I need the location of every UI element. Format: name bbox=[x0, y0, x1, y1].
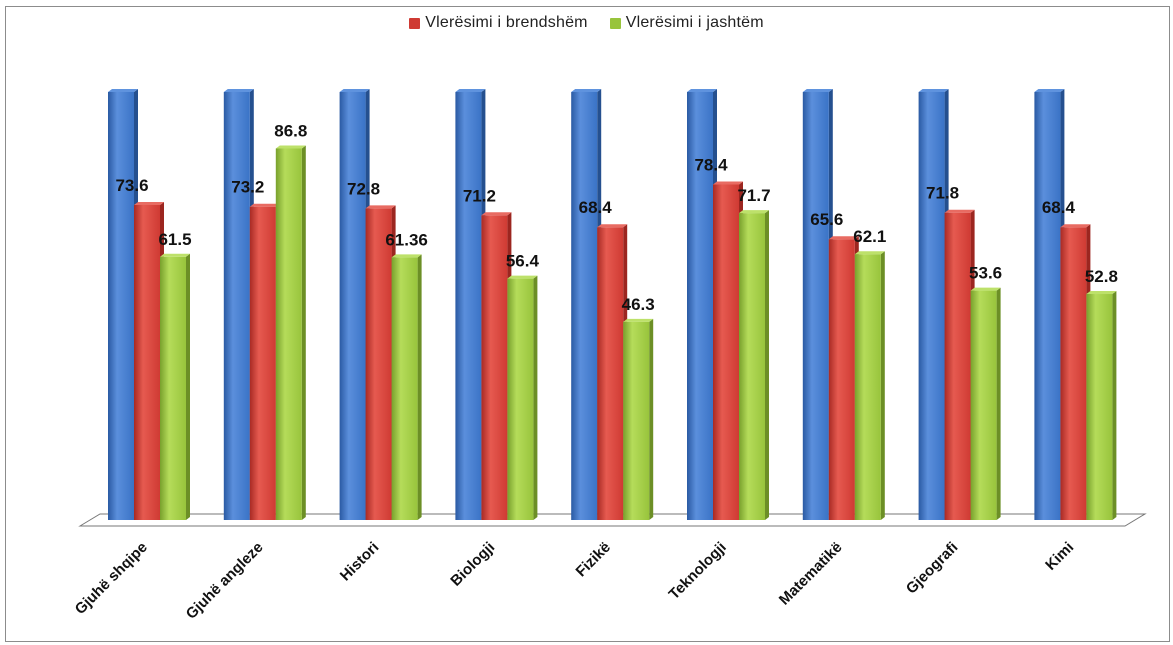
data-label-series-internal-8: 68.4 bbox=[1042, 198, 1076, 217]
bar-series-external-0 bbox=[160, 253, 190, 520]
data-label-series-internal-0: 73.6 bbox=[115, 176, 148, 195]
legend-swatch-internal bbox=[409, 17, 421, 29]
data-label-series-external-3: 56.4 bbox=[506, 252, 540, 271]
bar-series-external-3 bbox=[507, 275, 538, 520]
bar-series-base-0 bbox=[108, 89, 138, 520]
bar-series-base-2 bbox=[339, 89, 370, 520]
bar-series-base-7 bbox=[918, 89, 949, 520]
data-label-series-external-5: 71.7 bbox=[737, 186, 770, 205]
bar-series-external-8 bbox=[1086, 291, 1117, 520]
data-label-series-internal-2: 72.8 bbox=[347, 179, 380, 198]
data-label-series-internal-4: 68.4 bbox=[579, 198, 613, 217]
category-label-8: Kimi bbox=[1042, 539, 1077, 574]
bar-series-external-2 bbox=[391, 254, 422, 520]
data-label-series-external-1: 86.8 bbox=[274, 121, 307, 140]
legend: Vlerësimi i brendshëm Vlerësimi i jashtë… bbox=[0, 14, 1173, 32]
legend-swatch-external bbox=[609, 17, 621, 29]
category-label-2: Histori bbox=[337, 539, 383, 585]
category-label-3: Biologji bbox=[447, 539, 498, 590]
legend-label-internal: Vlerësimi i brendshëm bbox=[425, 14, 588, 31]
bar-series-base-6 bbox=[802, 89, 833, 520]
data-label-series-external-6: 62.1 bbox=[853, 227, 886, 246]
bar-series-base-5 bbox=[687, 89, 717, 520]
bar-series-internal-6 bbox=[828, 236, 859, 520]
bar-series-internal-4 bbox=[597, 224, 628, 521]
bar-series-internal-0 bbox=[134, 201, 164, 520]
bar-series-base-1 bbox=[223, 89, 254, 520]
data-label-series-external-2: 61.36 bbox=[385, 230, 428, 249]
bar-series-external-5 bbox=[739, 210, 769, 520]
bar-series-external-4 bbox=[623, 318, 654, 520]
bar-series-external-7 bbox=[970, 287, 1001, 520]
category-label-7: Gjeografi bbox=[903, 539, 962, 598]
bar-series-base-8 bbox=[1034, 89, 1065, 520]
data-label-series-external-7: 53.6 bbox=[969, 264, 1002, 283]
bar-series-internal-1 bbox=[249, 203, 280, 521]
category-label-1: Gjuhë angleze bbox=[183, 539, 267, 623]
data-label-series-internal-1: 73.2 bbox=[231, 178, 264, 197]
bar-series-internal-5 bbox=[713, 181, 743, 520]
bar-series-internal-2 bbox=[365, 205, 396, 520]
data-label-series-external-0: 61.5 bbox=[158, 230, 191, 249]
bar-series-base-4 bbox=[571, 89, 602, 520]
category-label-0: Gjuhë shqipe bbox=[72, 539, 151, 618]
legend-label-external: Vlerësimi i jashtëm bbox=[625, 14, 764, 31]
data-label-series-internal-7: 71.8 bbox=[926, 184, 959, 203]
legend-item-internal: Vlerësimi i brendshëm bbox=[409, 14, 588, 32]
data-label-series-internal-3: 71.2 bbox=[463, 186, 496, 205]
category-label-5: Teknologji bbox=[666, 539, 730, 603]
bar-series-internal-7 bbox=[944, 209, 975, 521]
bar-series-external-6 bbox=[854, 251, 885, 520]
data-label-series-internal-6: 65.6 bbox=[810, 210, 843, 229]
legend-item-external: Vlerësimi i jashtëm bbox=[609, 14, 764, 32]
data-label-series-external-8: 52.8 bbox=[1085, 267, 1118, 286]
category-label-4: Fizikë bbox=[573, 539, 614, 580]
data-label-series-external-4: 46.3 bbox=[622, 295, 655, 314]
data-label-series-internal-5: 78.4 bbox=[694, 155, 728, 174]
category-label-6: Matematikë bbox=[776, 539, 846, 609]
bar-series-external-1 bbox=[275, 145, 306, 520]
bar-series-base-3 bbox=[455, 89, 486, 520]
